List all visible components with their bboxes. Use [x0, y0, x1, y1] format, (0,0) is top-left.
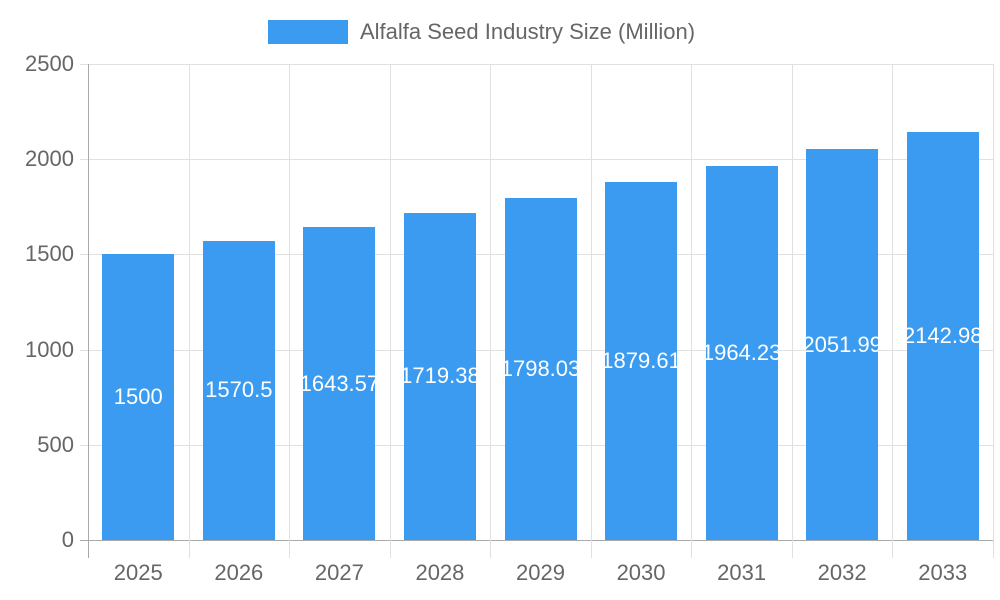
gridline-h	[80, 159, 993, 161]
x-tick-label: 2030	[616, 560, 666, 585]
data-label: 1719.38	[403, 363, 476, 389]
data-label: 2051.99	[806, 331, 879, 357]
bar: 1719.38	[403, 212, 476, 540]
data-label: 1500	[113, 384, 163, 410]
data-label: 1570.5	[205, 377, 273, 403]
bar: 1798.03	[504, 197, 577, 540]
x-tick-label: 2031	[717, 560, 767, 585]
bar: 1500	[102, 254, 175, 540]
gridline-v	[993, 64, 994, 558]
data-label: 1798.03	[504, 355, 577, 381]
data-label: 1964.23	[705, 339, 778, 365]
gridline-v	[88, 64, 89, 558]
bar: 1643.57	[303, 227, 376, 540]
x-tick-label: 2025	[113, 560, 163, 585]
y-tick-label: 2500	[25, 51, 74, 76]
data-label: 1643.57	[303, 370, 376, 396]
y-tick-label: 1000	[25, 336, 74, 362]
bar: 2051.99	[806, 149, 879, 540]
y-tick-label: 1500	[25, 241, 74, 267]
gridline-v	[490, 64, 492, 558]
gridline-v	[892, 64, 894, 558]
gridline-h	[80, 540, 993, 541]
data-label: 1879.61	[605, 348, 678, 374]
gridline-v	[691, 64, 693, 558]
x-tick-label: 2032	[817, 560, 867, 585]
gridline-v	[188, 64, 190, 558]
y-tick-label: 0	[61, 527, 74, 552]
x-tick-label: 2027	[314, 560, 364, 585]
x-tick-label: 2028	[415, 560, 465, 585]
y-tick-label: 2000	[25, 146, 74, 172]
y-tick-label: 500	[37, 431, 74, 457]
gridline-v	[791, 64, 793, 558]
x-tick-label: 2029	[516, 560, 565, 585]
bar: 1879.61	[605, 182, 678, 540]
legend-swatch	[268, 20, 348, 44]
gridline-h	[80, 64, 993, 65]
legend[interactable]: Alfalfa Seed Industry Size (Million)	[268, 19, 695, 45]
x-tick-label: 2026	[214, 560, 264, 585]
data-label: 2142.98	[906, 322, 979, 348]
gridline-v	[389, 64, 391, 558]
x-tick-label: 2033	[918, 560, 968, 585]
gridline-v	[590, 64, 592, 558]
bar: 1570.5	[202, 240, 275, 540]
bar: 1964.23	[705, 166, 778, 540]
bar: 2142.98	[906, 131, 979, 540]
legend-label: Alfalfa Seed Industry Size (Million)	[360, 19, 696, 44]
gridline-v	[289, 64, 291, 558]
